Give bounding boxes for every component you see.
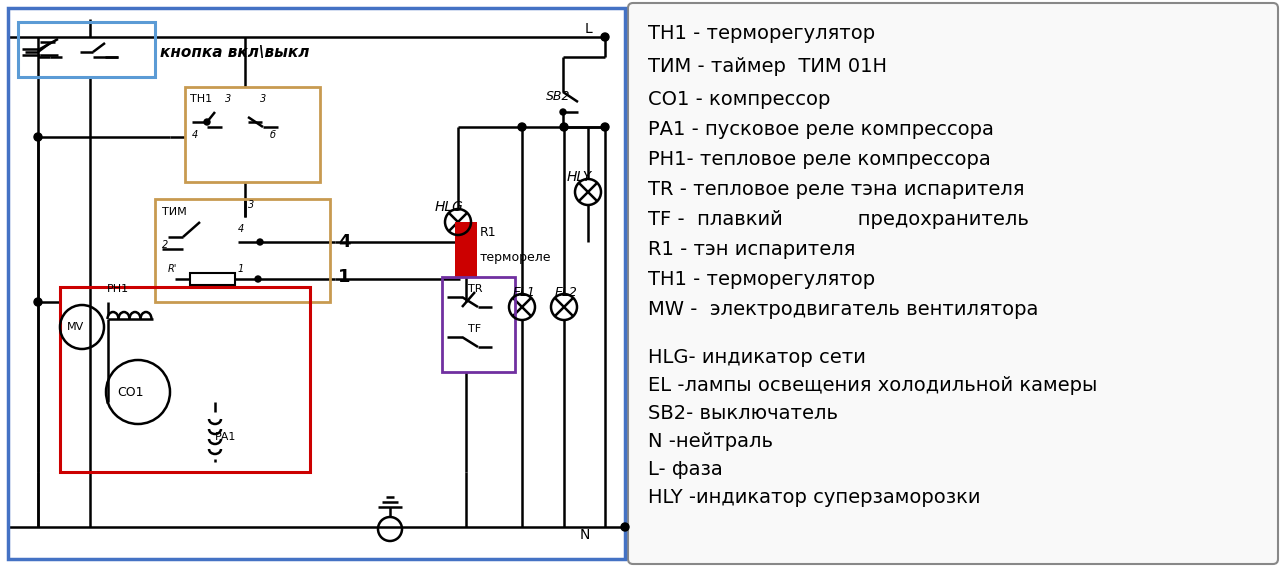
Text: R': R': [168, 264, 178, 274]
Bar: [189, 273, 236, 285]
Text: TR - тепловое реле тэна испарителя: TR - тепловое реле тэна испарителя: [648, 180, 1024, 199]
Text: РН1: РН1: [108, 284, 129, 294]
Text: 4: 4: [192, 130, 198, 140]
Text: N -нейтраль: N -нейтраль: [648, 432, 773, 451]
Text: MV: MV: [67, 322, 83, 332]
Text: EL -лампы освещения холодильной камеры: EL -лампы освещения холодильной камеры: [648, 376, 1097, 395]
Text: 2: 2: [163, 240, 168, 250]
Circle shape: [255, 276, 261, 282]
Text: TF -  плавкий            предохранитель: TF - плавкий предохранитель: [648, 210, 1029, 229]
Circle shape: [35, 133, 42, 141]
Circle shape: [621, 523, 628, 531]
Text: РА1 - пусковое реле компрессора: РА1 - пусковое реле компрессора: [648, 120, 993, 139]
Text: EL1: EL1: [513, 286, 536, 298]
Text: L- фаза: L- фаза: [648, 460, 723, 479]
Text: термореле: термореле: [480, 251, 552, 264]
Bar: [60, 287, 310, 472]
FancyBboxPatch shape: [628, 3, 1277, 564]
Bar: [8, 8, 625, 559]
Circle shape: [257, 239, 262, 245]
Text: SB2: SB2: [547, 91, 571, 104]
Text: ТН1 - терморегулятор: ТН1 - терморегулятор: [648, 270, 876, 289]
Text: HLG: HLG: [435, 200, 463, 214]
Text: HLY: HLY: [567, 170, 593, 184]
Text: 4: 4: [238, 224, 244, 234]
Circle shape: [602, 123, 609, 131]
Text: СО1 - компрессор: СО1 - компрессор: [648, 90, 831, 109]
Text: ТИМ: ТИМ: [163, 207, 187, 217]
Text: MW -  электродвигатель вентилятора: MW - электродвигатель вентилятора: [648, 300, 1038, 319]
Text: РН1- тепловое реле компрессора: РН1- тепловое реле компрессора: [648, 150, 991, 169]
Text: R1 - тэн испарителя: R1 - тэн испарителя: [648, 240, 855, 259]
Text: б: б: [270, 130, 276, 140]
Text: EL2: EL2: [556, 286, 577, 298]
Text: SB2- выключатель: SB2- выключатель: [648, 404, 838, 423]
Text: 1: 1: [338, 268, 351, 286]
Circle shape: [204, 119, 210, 125]
Text: РА1: РА1: [215, 432, 237, 442]
Text: N: N: [580, 528, 590, 542]
Text: TR: TR: [468, 284, 483, 294]
Bar: [18, 22, 155, 77]
Text: 1: 1: [238, 264, 244, 274]
Circle shape: [602, 33, 609, 41]
Text: 4: 4: [338, 233, 351, 251]
Text: 3: 3: [225, 94, 232, 104]
Circle shape: [518, 123, 526, 131]
Text: L: L: [585, 22, 593, 36]
Circle shape: [561, 109, 566, 115]
Text: HLY -индикатор суперзаморозки: HLY -индикатор суперзаморозки: [648, 488, 980, 507]
Text: ТИМ - таймер  ТИМ 01Н: ТИМ - таймер ТИМ 01Н: [648, 57, 887, 76]
Text: HLG- индикатор сети: HLG- индикатор сети: [648, 348, 865, 367]
Bar: [155, 199, 330, 302]
Text: 3: 3: [260, 94, 266, 104]
Text: кнопка вкл\выкл: кнопка вкл\выкл: [160, 44, 310, 60]
Circle shape: [561, 123, 568, 131]
Text: 3: 3: [248, 200, 255, 210]
Bar: [442, 277, 515, 372]
Text: TF: TF: [468, 324, 481, 334]
Circle shape: [35, 298, 42, 306]
Bar: [454, 222, 477, 277]
Text: ТН1: ТН1: [189, 94, 212, 104]
Bar: [186, 87, 320, 182]
Text: СО1: СО1: [116, 386, 143, 399]
Text: ТН1 - терморегулятор: ТН1 - терморегулятор: [648, 24, 876, 43]
Text: R1: R1: [480, 226, 497, 239]
